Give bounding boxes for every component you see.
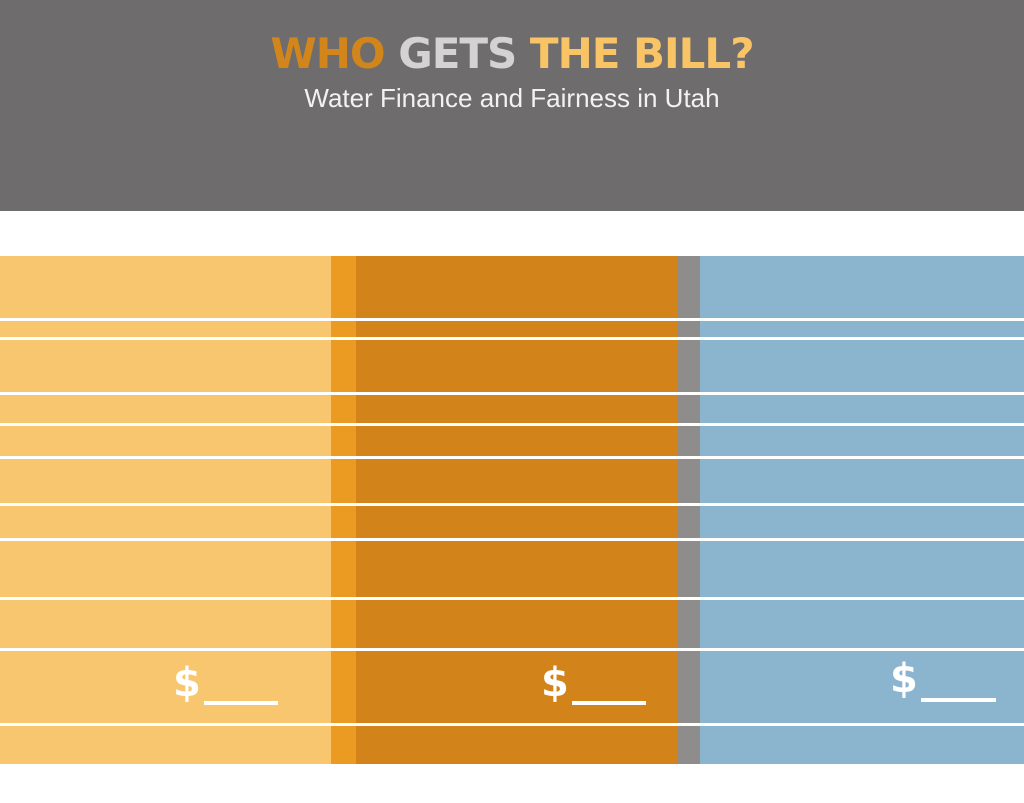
row-divider <box>0 337 1024 340</box>
row-divider <box>0 538 1024 541</box>
amount-blank-left <box>204 701 278 705</box>
page-title: WHO GETS THE BILL? <box>0 30 1024 78</box>
column-separator-right <box>678 256 700 764</box>
title-word-who: WHO <box>270 29 385 78</box>
column-middle <box>356 256 678 764</box>
row-divider <box>0 318 1024 321</box>
column-right <box>700 256 1024 764</box>
amount-symbol-middle: $ <box>541 660 569 706</box>
amount-symbol-right: $ <box>890 656 918 702</box>
page-subtitle: Water Finance and Fairness in Utah <box>304 83 720 113</box>
row-divider <box>0 392 1024 395</box>
row-divider <box>0 503 1024 506</box>
amount-blank-middle <box>572 701 646 705</box>
amount-symbol-left: $ <box>173 660 201 706</box>
row-divider <box>0 456 1024 459</box>
row-divider <box>0 648 1024 651</box>
row-divider <box>0 423 1024 426</box>
header-banner: WHO GETS THE BILL? Water Finance and Fai… <box>0 0 1024 211</box>
column-left <box>0 256 331 764</box>
amount-blank-right <box>921 698 996 702</box>
row-divider <box>0 597 1024 600</box>
title-word-gets: GETS <box>398 29 517 78</box>
row-divider <box>0 723 1024 726</box>
column-separator-left <box>331 256 356 764</box>
title-word-the-bill: THE BILL? <box>529 29 755 78</box>
